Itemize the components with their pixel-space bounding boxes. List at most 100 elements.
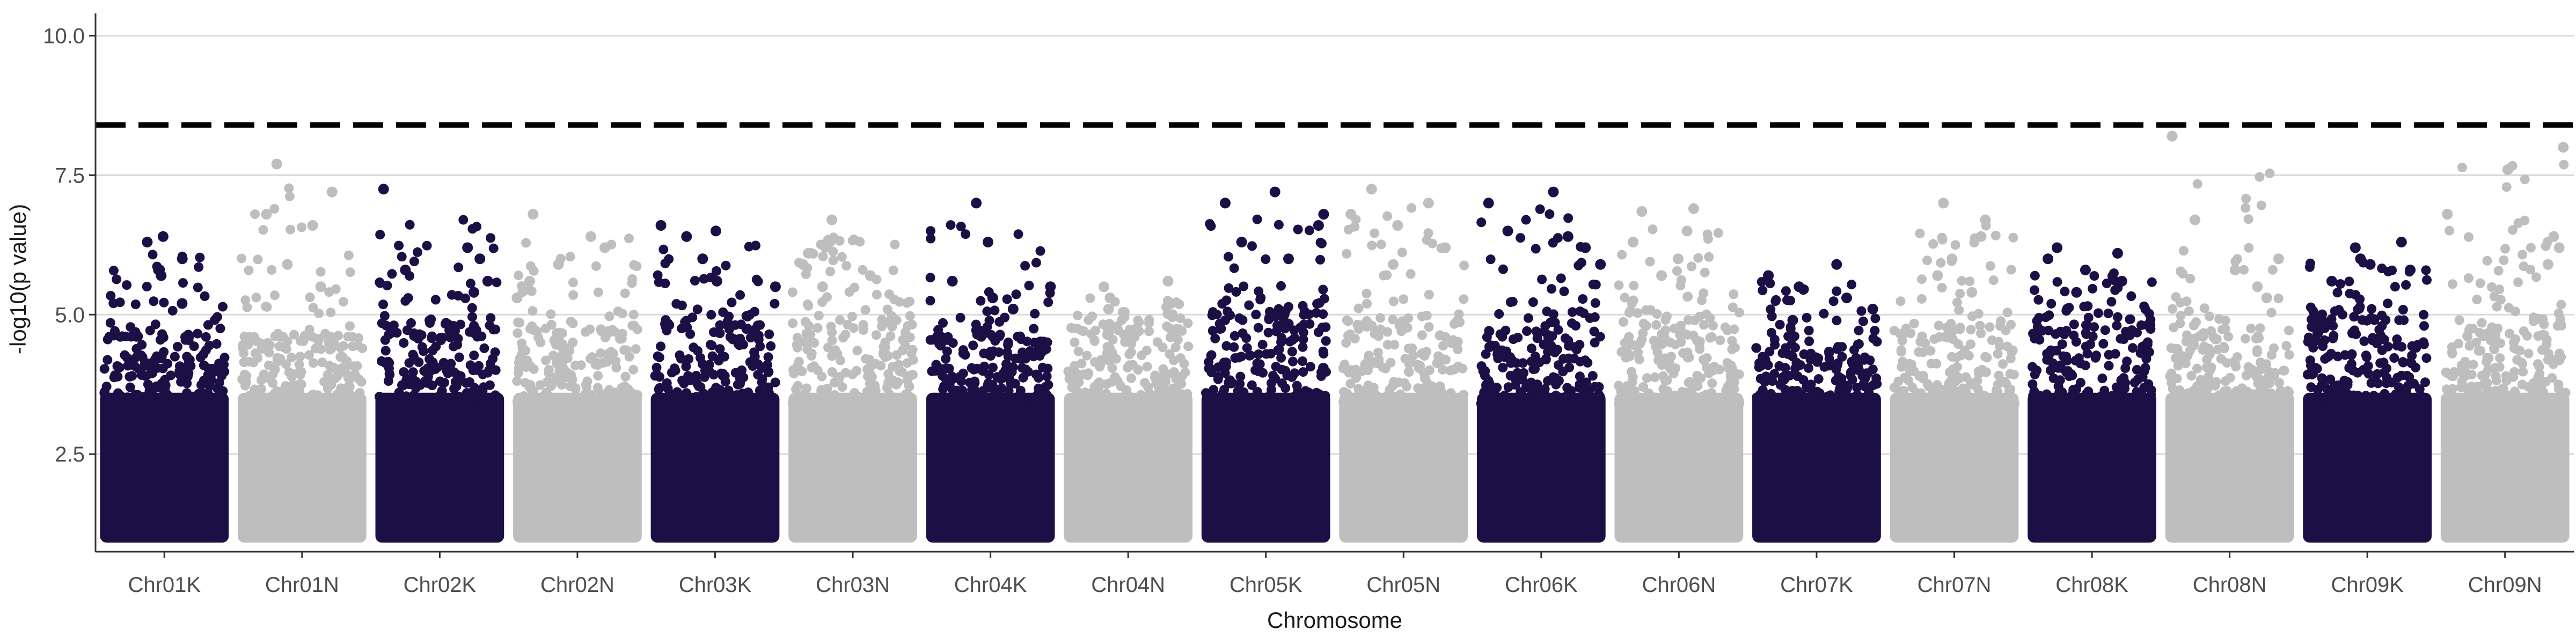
point-Chr07N: [1982, 353, 1992, 363]
point-Chr02N: [624, 233, 634, 244]
point-Chr05K: [1253, 366, 1263, 376]
peak-point-Chr01K-5: [177, 298, 188, 309]
point-Chr01N: [296, 379, 306, 390]
point-Chr05N: [1375, 313, 1386, 323]
point-Chr09K: [2378, 398, 2388, 408]
point-Chr09K: [2314, 312, 2323, 322]
point-Chr06K: [1481, 349, 1491, 359]
point-Chr03N: [813, 323, 823, 333]
point-Chr01N: [295, 370, 305, 380]
point-Chr02N: [513, 368, 523, 378]
point-Chr03N: [828, 246, 838, 257]
point-Chr09N: [2495, 353, 2505, 363]
point-Chr08K: [2128, 343, 2138, 353]
point-Chr07K: [1819, 362, 1829, 372]
point-Chr08K: [2125, 314, 2135, 324]
point-Chr07K: [1832, 286, 1842, 296]
point-Chr08N: [2186, 371, 2197, 381]
point-Chr05N: [1394, 377, 1404, 387]
point-Chr02N: [628, 310, 639, 320]
point-Chr06K: [1535, 204, 1545, 214]
point-Chr07N: [1937, 232, 1947, 243]
point-Chr02N: [618, 397, 628, 407]
point-Chr09N: [2523, 348, 2534, 358]
point-Chr02N: [526, 384, 537, 394]
point-Chr05N: [1455, 317, 1465, 327]
point-Chr02K: [440, 319, 450, 329]
point-Chr03K: [708, 370, 719, 380]
point-Chr03N: [817, 371, 827, 382]
point-Chr04N: [1174, 324, 1184, 334]
point-Chr01N: [257, 344, 267, 354]
peak-point-Chr07N-5: [1966, 287, 1978, 298]
point-Chr05K: [1314, 298, 1324, 308]
peak-point-Chr04K-3: [1045, 281, 1056, 292]
point-Chr03N: [880, 337, 890, 347]
point-Chr03K: [676, 354, 686, 364]
point-Chr03N: [812, 398, 822, 408]
point-Chr02K: [430, 364, 440, 374]
point-Chr09N: [2556, 299, 2566, 310]
point-Chr06N: [1720, 322, 1730, 332]
point-Chr07N: [1901, 323, 1911, 333]
series-Chr06N: [1614, 203, 1745, 543]
point-Chr06K: [1537, 274, 1547, 284]
point-Chr09K: [2377, 345, 2387, 355]
point-Chr05N: [1376, 239, 1386, 250]
point-Chr02N: [593, 396, 603, 406]
point-Chr05K: [1318, 346, 1328, 356]
peak-point-Chr01N-5: [315, 281, 326, 292]
peak-point-Chr09K-5: [2326, 275, 2337, 287]
point-Chr06N: [1692, 370, 1702, 380]
point-Chr02K: [380, 346, 391, 356]
point-Chr03N: [877, 321, 887, 332]
point-Chr06N: [1628, 295, 1638, 305]
point-Chr04K: [971, 387, 982, 397]
point-Chr07N: [2009, 370, 2019, 379]
point-Chr04N: [1168, 383, 1178, 393]
point-Chr05K: [1313, 327, 1323, 338]
point-Chr09K: [2394, 315, 2404, 325]
point-Chr01N: [345, 267, 355, 277]
point-Chr08N: [2281, 398, 2292, 408]
point-Chr04N: [1082, 350, 1092, 361]
peak-point-Chr06N-3: [1628, 237, 1638, 248]
point-Chr07K: [1847, 280, 1857, 290]
points-layer: [99, 130, 2571, 543]
point-Chr05N: [1382, 211, 1393, 221]
point-Chr09K: [2373, 378, 2383, 389]
point-Chr03N: [801, 269, 811, 279]
peak-point-Chr03N-4: [865, 270, 876, 281]
point-Chr09N: [2559, 159, 2569, 170]
point-Chr01N: [305, 292, 315, 302]
point-Chr03K: [723, 385, 734, 396]
point-Chr03K: [681, 361, 691, 371]
point-Chr08N: [2218, 325, 2228, 334]
point-Chr04K: [955, 371, 965, 382]
point-Chr01K: [211, 363, 222, 374]
series-Chr09K: [2302, 237, 2432, 543]
point-Chr08N: [2219, 342, 2229, 352]
point-Chr07K: [1765, 347, 1775, 357]
point-Chr07K: [1763, 360, 1773, 370]
peak-point-Chr06K-0: [1548, 186, 1559, 197]
point-Chr04K: [1024, 281, 1034, 291]
point-Chr06N: [1725, 371, 1736, 382]
point-Chr05N: [1422, 394, 1432, 404]
point-Chr02K: [437, 332, 448, 342]
point-Chr01N: [250, 209, 260, 219]
point-Chr03K: [748, 361, 758, 371]
point-Chr08N: [2262, 359, 2272, 369]
point-Chr05N: [1367, 240, 1377, 251]
point-Chr06N: [1695, 311, 1704, 321]
point-Chr08N: [2270, 368, 2280, 378]
point-Chr02K: [406, 318, 416, 328]
point-Chr01K: [99, 364, 109, 374]
point-Chr07N: [1896, 345, 1906, 355]
point-Chr07N: [1944, 367, 1955, 377]
point-Chr07N: [1889, 325, 1899, 335]
point-Chr04N: [1169, 367, 1179, 377]
point-Chr03N: [832, 396, 841, 406]
point-Chr06N: [1699, 320, 1709, 330]
point-Chr09N: [2536, 378, 2546, 388]
